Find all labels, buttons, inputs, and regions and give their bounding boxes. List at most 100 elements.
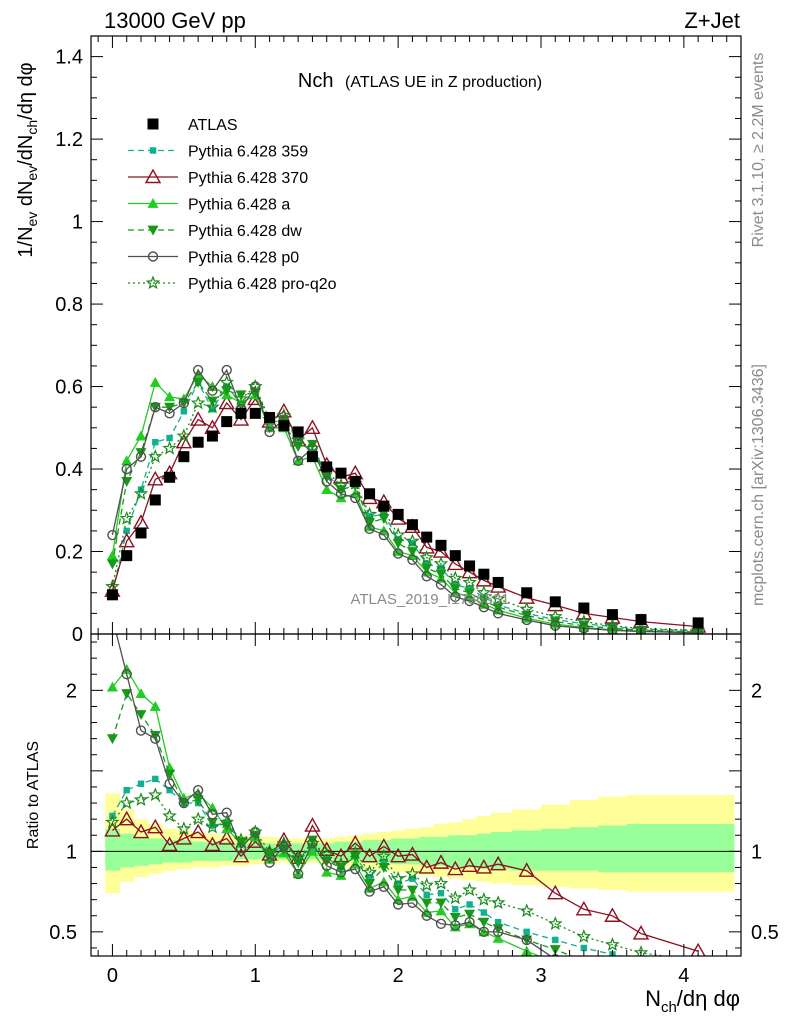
ratio-data-point — [575, 900, 593, 916]
legend-label: Pythia 6.428 370 — [188, 170, 308, 187]
ratio-data-point — [319, 846, 334, 861]
ratio-data-point — [409, 875, 416, 882]
ratio-series-line — [115, 634, 552, 956]
ratio-data-point — [392, 899, 404, 910]
main-data-point — [406, 519, 418, 531]
ratio-data-point — [478, 926, 490, 938]
legend-item: Pythia 6.428 p0 — [128, 250, 299, 267]
main-data-point — [192, 378, 204, 388]
main-data-point — [164, 408, 175, 419]
ratio-data-point — [347, 834, 364, 850]
ratio-data-point — [394, 880, 402, 887]
ratio-data-point — [421, 907, 433, 917]
legend-marker — [149, 147, 157, 154]
ratio-data-point — [466, 901, 473, 908]
ratio-data-point — [407, 897, 418, 909]
ratio-data-point — [161, 836, 178, 852]
ratio-data-point — [437, 890, 445, 897]
ratio-data-point — [492, 924, 504, 935]
main-data-point — [164, 471, 176, 483]
main-data-point — [192, 436, 204, 448]
ratio-data-point — [189, 823, 207, 839]
ratio-data-point — [435, 918, 447, 929]
ratio-data-point — [235, 842, 247, 854]
ratio-data-point — [547, 884, 564, 900]
ratio-y-tick-label-right: 2 — [751, 680, 762, 702]
main-data-point — [449, 550, 461, 562]
ratio-data-point — [147, 818, 164, 834]
main-data-point — [335, 467, 347, 479]
legend-item: Pythia 6.428 pro-q2o — [128, 275, 337, 293]
main-data-point — [306, 451, 318, 463]
main-title-text: Nch — [298, 70, 334, 92]
ratio-data-point — [135, 688, 147, 698]
main-data-point — [335, 492, 347, 503]
ratio-data-point — [464, 916, 475, 928]
main-data-point — [448, 570, 463, 585]
y-tick-label: 1.2 — [55, 129, 83, 151]
main-data-point — [118, 532, 135, 548]
main-data-point — [478, 568, 490, 580]
ratio-data-point — [406, 885, 418, 896]
main-data-point — [478, 601, 490, 613]
main-data-point — [349, 475, 361, 487]
ratio-data-point — [166, 786, 173, 794]
ratio-data-point — [475, 859, 493, 874]
ratio-data-point — [576, 929, 592, 943]
rivet-label: Rivet 3.1.10, ≥ 2.2M events — [750, 53, 767, 248]
ratio-data-point — [418, 859, 435, 874]
ratio-data-point — [405, 866, 420, 881]
main-data-point — [606, 609, 618, 621]
x-tick-label: 4 — [678, 965, 689, 987]
main-data-point — [292, 455, 304, 466]
ratio-data-point — [276, 835, 292, 850]
main-data-point — [492, 576, 504, 588]
main-data-point — [178, 397, 190, 409]
main-data-point — [275, 402, 293, 418]
uncertainty-band-inner — [598, 825, 628, 873]
ratio-data-point — [137, 780, 145, 787]
main-data-point — [162, 440, 177, 455]
ratio-data-point — [149, 700, 161, 711]
ratio-data-point — [464, 909, 476, 920]
ratio-data-point — [175, 830, 193, 845]
main-data-point — [635, 626, 647, 634]
legend-marker — [145, 275, 161, 290]
main-data-point — [164, 402, 176, 413]
main-data-point — [133, 486, 149, 500]
main-data-point — [106, 589, 118, 601]
legend-item: Pythia 6.428 a — [128, 197, 290, 214]
ratio-data-point — [148, 787, 163, 802]
main-data-point — [218, 394, 235, 410]
main-series-line — [111, 368, 699, 634]
main-data-point — [207, 385, 218, 396]
ratio-data-point — [462, 882, 477, 897]
legend-marker — [147, 198, 159, 208]
main-data-point — [278, 420, 290, 432]
main-data-point — [305, 440, 320, 455]
main-data-point — [464, 595, 475, 607]
main-data-point — [692, 617, 704, 629]
ratio-data-point — [335, 867, 347, 878]
ratio-data-point — [233, 832, 249, 847]
ratio-data-point — [190, 811, 206, 826]
legend-label: Pythia 6.428 dw — [188, 223, 302, 240]
uncertainty-band-inner — [105, 828, 121, 871]
main-data-point — [321, 484, 333, 495]
ratio-data-point — [578, 965, 589, 975]
ratio-data-point — [423, 891, 430, 899]
main-data-point — [135, 448, 147, 459]
ratio-data-point — [380, 859, 388, 866]
ratio-data-point — [206, 817, 218, 828]
ratio-data-point — [432, 854, 450, 869]
ratio-y-tick-label: 0.5 — [49, 922, 77, 944]
ratio-data-point — [248, 824, 263, 839]
main-data-point — [135, 527, 147, 539]
analysis-watermark: ATLAS_2019_I1736531 — [350, 591, 509, 608]
ratio-data-point — [390, 871, 406, 885]
main-data-point — [392, 538, 404, 549]
main-data-point — [464, 588, 476, 599]
main-data-point — [164, 391, 176, 402]
ratio-data-point — [205, 819, 220, 834]
main-data-point — [106, 550, 118, 561]
